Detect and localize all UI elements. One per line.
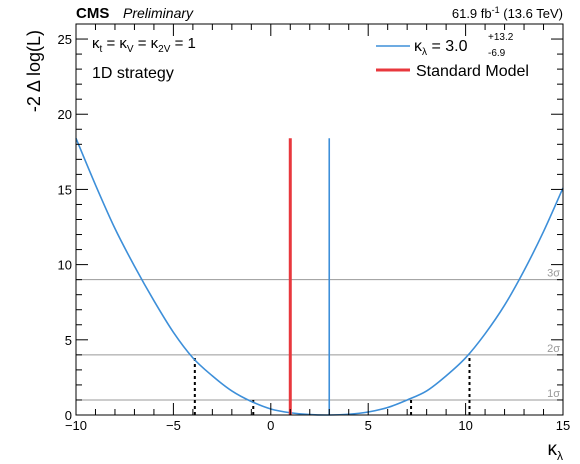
legend-fit-up: +13.2 xyxy=(488,32,514,43)
x-tick-label: 0 xyxy=(267,418,274,433)
x-axis-subscript: λ xyxy=(557,449,563,463)
preliminary-label: Preliminary xyxy=(123,5,194,21)
kappa-v: = κ xyxy=(102,35,127,52)
lumi-label: 61.9 fb-1 (13.6 TeV) xyxy=(452,5,563,21)
y-tick-label: 20 xyxy=(58,107,72,122)
legend: κλ = 3.0 +13.2 -6.9 Standard Model xyxy=(376,32,529,80)
x-tick-label: 10 xyxy=(458,418,472,433)
sigma-label: 3σ xyxy=(547,268,560,280)
likelihood-curve xyxy=(75,137,564,416)
x-axis-symbol: κ xyxy=(548,439,558,460)
sigma-lines: 1σ 2σ 3σ xyxy=(76,268,563,401)
lumi-value: 61.9 fb xyxy=(452,6,492,21)
sigma-label: 2σ xyxy=(547,343,560,355)
x-tick-label: −5 xyxy=(166,418,181,433)
sigma-label: 1σ xyxy=(547,388,560,400)
strategy-label: 1D strategy xyxy=(92,65,174,82)
kappa-2v: = κ xyxy=(134,35,159,52)
x-tick-label: 15 xyxy=(556,418,570,433)
y-tick-label: 0 xyxy=(65,408,72,423)
y-tick-label: 25 xyxy=(58,32,72,47)
legend-kappa: κ xyxy=(414,38,423,55)
lumi-exponent: -1 xyxy=(492,5,500,15)
y-tick-label: 10 xyxy=(58,258,72,273)
y-tick-label: 5 xyxy=(65,333,72,348)
plot-frame xyxy=(75,23,564,416)
legend-fit-value: = 3.0 xyxy=(427,38,468,55)
kappa-2v-sub: 2V xyxy=(158,44,171,55)
y-tick-label: 15 xyxy=(58,182,72,197)
x-tick-label: 5 xyxy=(365,418,372,433)
x-tick-label: −10 xyxy=(65,418,87,433)
cms-label: CMS xyxy=(76,5,109,22)
legend-fit-down: -6.9 xyxy=(488,48,506,59)
kappa-t: κ xyxy=(92,35,100,52)
legend-kappa-sub: λ xyxy=(422,47,427,58)
y-axis-ticks: 0 5 10 15 20 25 xyxy=(58,23,563,423)
couplings-annotation: κt = κV = κ2V = 1 xyxy=(92,35,196,55)
y-axis-label: -2 Δ log(L) xyxy=(24,30,44,112)
legend-sm-label: Standard Model xyxy=(416,63,529,80)
legend-fit-label: κλ = 3.0 xyxy=(414,38,468,58)
x-axis-ticks: −10 −5 0 5 10 15 xyxy=(65,24,570,433)
interval-markers xyxy=(193,354,471,415)
coupling-value: = 1 xyxy=(170,35,195,52)
energy-label: (13.6 TeV) xyxy=(500,6,563,21)
kappa-t-sub: t xyxy=(100,44,103,55)
x-axis-label: κλ xyxy=(548,439,564,463)
kappa-v-sub: V xyxy=(127,44,134,55)
